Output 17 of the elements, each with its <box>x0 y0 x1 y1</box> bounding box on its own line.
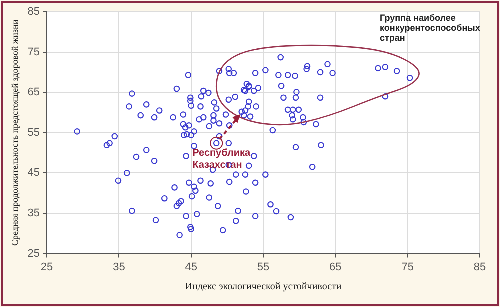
y-tick-label: 25 <box>28 248 40 260</box>
x-axis-title: Индекс экологической устойчивости <box>185 282 342 293</box>
y-tick-label: 65 <box>28 86 40 99</box>
x-tick-label: 25 <box>40 261 54 274</box>
y-tick-label: 45 <box>28 167 40 180</box>
y-axis-title: Средняя продолжительность предстоящей здоровой жизни <box>10 20 20 246</box>
x-tick-label: 75 <box>402 261 414 274</box>
y-tick-label: 75 <box>28 46 40 58</box>
x-tick-label: 35 <box>113 261 126 274</box>
x-tick-label: 45 <box>185 261 198 274</box>
annotation: Группа наиболее конкурентоспособных стран <box>380 13 480 43</box>
y-tick-label: 85 <box>28 6 40 18</box>
y-tick-label: 35 <box>28 208 40 220</box>
y-tick-label: 55 <box>28 126 40 139</box>
x-tick-label: 85 <box>474 261 486 274</box>
x-tick-label: 65 <box>330 261 342 274</box>
x-tick-label: 55 <box>257 261 270 274</box>
